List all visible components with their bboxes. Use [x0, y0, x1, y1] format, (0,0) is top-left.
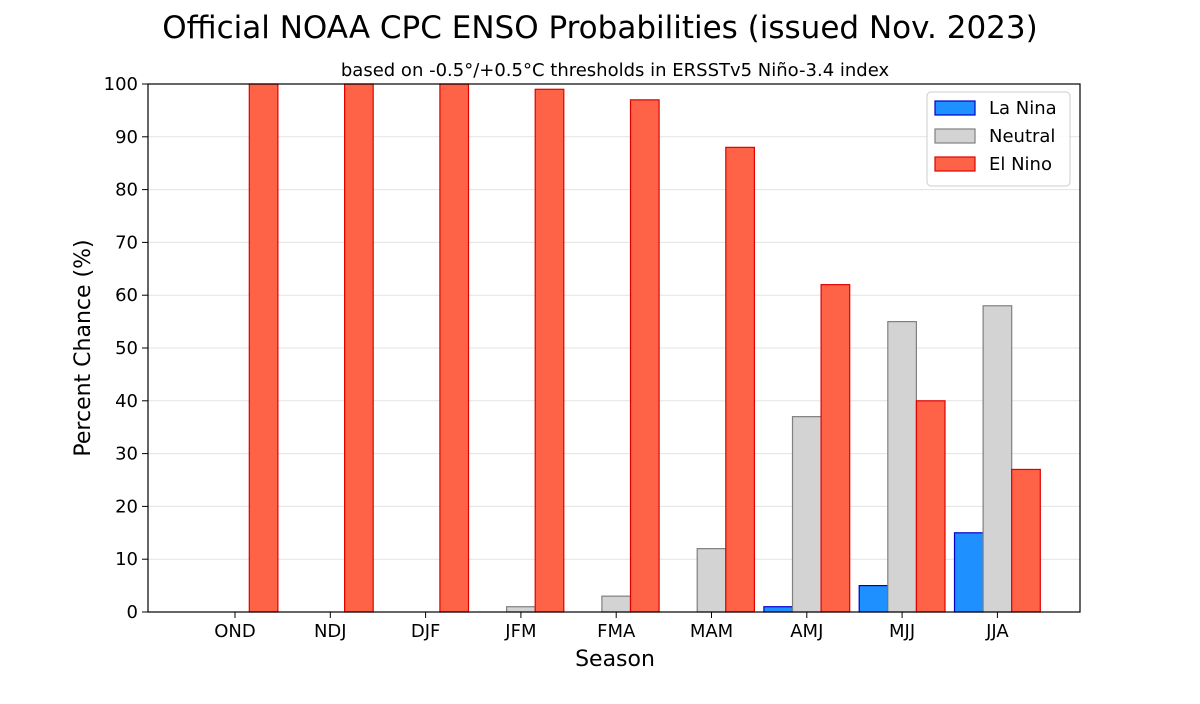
x-tick-label: MJJ: [889, 621, 915, 642]
y-tick-label: 80: [115, 180, 138, 201]
bar-neutral-mjj: [887, 321, 917, 613]
bar-la-nina-jja: [953, 532, 984, 613]
bar-el-nino-fma: [629, 99, 660, 613]
legend-swatch-la-nina: [934, 100, 976, 116]
bar-el-nino-djf: [439, 83, 470, 613]
legend: La Nina Neutral El Nino: [926, 91, 1071, 187]
bar-el-nino-amj: [820, 284, 851, 613]
x-tick-label: OND: [214, 621, 256, 642]
y-tick-label: 10: [115, 549, 138, 570]
y-tick-label: 90: [115, 127, 138, 148]
x-tick-label: AMJ: [790, 621, 823, 642]
x-axis-label: Season: [575, 647, 655, 672]
y-tick-label: 70: [115, 232, 138, 253]
bars: [248, 83, 1041, 613]
bar-la-nina-amj: [763, 606, 794, 613]
y-tick-label: 40: [115, 391, 138, 412]
y-tick-label: 0: [127, 602, 138, 623]
bar-el-nino-mjj: [915, 400, 946, 613]
bar-la-nina-mjj: [858, 584, 889, 613]
y-tick-label: 100: [104, 74, 138, 95]
bar-el-nino-ndj: [344, 83, 374, 613]
legend-swatch-neutral: [934, 128, 976, 144]
legend-swatch-el-nino: [934, 156, 976, 172]
legend-label-la-nina: La Nina: [989, 98, 1057, 119]
y-tick-label: 50: [115, 338, 138, 359]
y-tick-label: 60: [115, 285, 138, 306]
x-tick-label: MAM: [690, 621, 733, 642]
bar-neutral-jfm: [506, 606, 536, 613]
y-tick-label: 20: [115, 496, 138, 517]
x-tick-label: JJA: [985, 621, 1009, 642]
x-axis-ticks: OND NDJ DJF JFM FMA MAM AMJ MJJ JJA: [214, 612, 1009, 642]
legend-label-neutral: Neutral: [989, 126, 1055, 147]
x-tick-label: FMA: [597, 621, 636, 642]
legend-label-el-nino: El Nino: [989, 154, 1052, 175]
x-tick-label: DJF: [411, 621, 441, 642]
bar-el-nino-mam: [725, 146, 755, 613]
chart-title: Official NOAA CPC ENSO Probabilities (is…: [162, 10, 1037, 46]
x-tick-label: NDJ: [314, 621, 347, 642]
y-tick-label: 30: [115, 444, 138, 465]
y-axis-ticks: 0 10 20 30 40 50 60 70 80 90 100: [104, 74, 148, 623]
bar-el-nino-jja: [1011, 468, 1041, 613]
bar-neutral-mam: [696, 548, 727, 613]
y-axis-label: Percent Chance (%): [71, 239, 96, 456]
bar-neutral-jja: [982, 305, 1013, 613]
x-tick-label: JFM: [504, 621, 536, 642]
bar-neutral-fma: [601, 595, 632, 613]
chart-subtitle: based on -0.5°/+0.5°C thresholds in ERSS…: [341, 60, 890, 81]
bar-el-nino-jfm: [534, 88, 565, 613]
bar-el-nino-ond: [248, 83, 279, 613]
bar-neutral-amj: [791, 416, 822, 613]
